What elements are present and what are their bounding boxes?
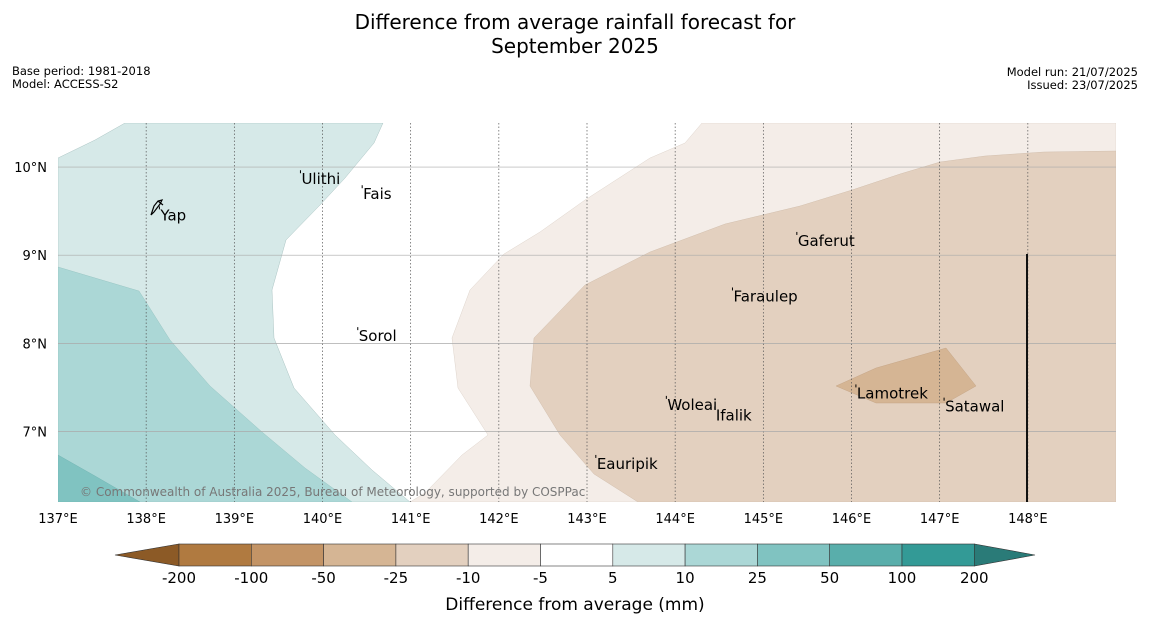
latitude-tick-label: 7°N: [23, 425, 48, 440]
colorbar-segment: [467, 543, 541, 567]
colorbar-segment: [178, 543, 252, 567]
colorbar: -200 -100 -50 -25 -10 -5 5 10 25 50 100 200: [114, 543, 1036, 587]
dry-zone-10-25: [529, 150, 1116, 502]
colorbar-label: Difference from average (mm): [445, 595, 704, 615]
place-label-fais: Fais: [363, 185, 392, 203]
place-label-faraulep: Faraulep: [733, 287, 797, 305]
copyright-text: © Commonwealth of Australia 2025, Bureau…: [80, 485, 585, 499]
colorbar-tick-label: 200: [960, 569, 989, 587]
colorbar-segment: [395, 543, 469, 567]
place-marker: [665, 395, 667, 399]
colorbar-tick-label: 5: [608, 569, 618, 587]
colorbar-tick-label: 100: [888, 569, 917, 587]
longitude-tick-label: 144°E: [655, 512, 695, 527]
latitude-tick-label: 9°N: [23, 249, 48, 264]
base-info: Base period: 1981-2018 Model: ACCESS-S2: [12, 65, 151, 91]
latitude-labels: 10°N 9°N 8°N 7°N: [14, 161, 47, 440]
gridlines: [58, 123, 1116, 502]
colorbar-segment: [612, 543, 686, 567]
latitude-tick-label: 10°N: [14, 161, 47, 176]
latitude-tick-label: 8°N: [23, 337, 48, 352]
place-marker: [731, 287, 733, 291]
longitude-tick-label: 139°E: [215, 512, 255, 527]
longitude-labels: 137°E 138°E 139°E 140°E 141°E 142°E 143°E 144°E…: [38, 512, 1047, 527]
place-label-woleai: Woleai: [667, 396, 717, 414]
place-label-ulithi: Ulithi: [301, 170, 340, 188]
colorbar-segment: [251, 543, 324, 567]
place-marker: [943, 397, 945, 401]
colorbar-segment: [684, 543, 758, 567]
place-marker: [595, 454, 597, 458]
wet-zone-10-25: [58, 266, 353, 502]
colorbar-tick-label: -10: [456, 569, 481, 587]
longitude-tick-label: 142°E: [479, 512, 519, 527]
place-marker: [299, 170, 301, 174]
yap-island-outline: [150, 199, 164, 216]
place-label-eauripik: Eauripik: [597, 455, 658, 473]
colorbar-segment: [901, 543, 975, 567]
place-label-satawal: Satawal: [945, 398, 1004, 416]
colorbar-segment: [829, 543, 903, 567]
base-period: Base period: 1981-2018: [12, 64, 151, 78]
place-label-sorol: Sorol: [359, 327, 397, 345]
longitude-tick-label: 138°E: [126, 512, 166, 527]
place-label-yap: Yap: [159, 206, 186, 224]
wet-zone-25-50: [58, 454, 141, 502]
longitude-tick-label: 143°E: [567, 512, 607, 527]
colorbar-tick-label: 25: [748, 569, 767, 587]
place-marker: [796, 231, 798, 235]
colorbar-extend-low: [114, 543, 180, 567]
place-marker: [357, 327, 359, 331]
place-label-gaferut: Gaferut: [798, 232, 855, 250]
place-label-lamotrek: Lamotrek: [857, 384, 928, 402]
colorbar-segment: [757, 543, 831, 567]
longitude-tick-label: 148°E: [1008, 512, 1048, 527]
colorbar-tick-label: -5: [533, 569, 548, 587]
colorbar-segment: [540, 543, 614, 567]
place-marker: [361, 185, 363, 189]
colorbar-tick-label: 10: [676, 569, 695, 587]
colorbar-segment: [323, 543, 397, 567]
colorbar-tick-label: -25: [384, 569, 409, 587]
longitude-tick-label: 147°E: [920, 512, 960, 527]
place-labels: Ulithi Fais Yap Gaferut Faraulep Sorol Lamotre…: [158, 170, 1004, 473]
place-marker: [158, 206, 160, 210]
colorbar-tick-label: -200: [162, 569, 196, 587]
place-marker: [855, 384, 857, 388]
place-marker: [714, 406, 716, 410]
title-line-2: September 2025: [491, 34, 659, 58]
colorbar-extend-high: [973, 543, 1036, 567]
longitude-tick-label: 141°E: [391, 512, 431, 527]
longitude-tick-label: 145°E: [744, 512, 784, 527]
model-run-date: Model run: 21/07/2025: [1006, 65, 1138, 79]
run-info: Model run: 21/07/2025 Issued: 23/07/2025: [1007, 66, 1138, 92]
longitude-tick-label: 137°E: [38, 512, 78, 527]
map-title: Difference from average rainfall forecas…: [0, 10, 1150, 58]
colorbar-tick-label: 50: [820, 569, 839, 587]
longitude-tick-label: 140°E: [303, 512, 343, 527]
place-label-ifalik: Ifalik: [716, 406, 752, 424]
colorbar-tick-label: -100: [234, 569, 268, 587]
title-line-1: Difference from average rainfall forecas…: [354, 10, 796, 34]
issued-date: Issued: 23/07/2025: [1027, 78, 1138, 92]
longitude-tick-label: 146°E: [832, 512, 872, 527]
dry-zone-25-50: [835, 347, 977, 404]
model-name: Model: ACCESS-S2: [12, 77, 119, 91]
colorbar-tick-label: -50: [311, 569, 336, 587]
